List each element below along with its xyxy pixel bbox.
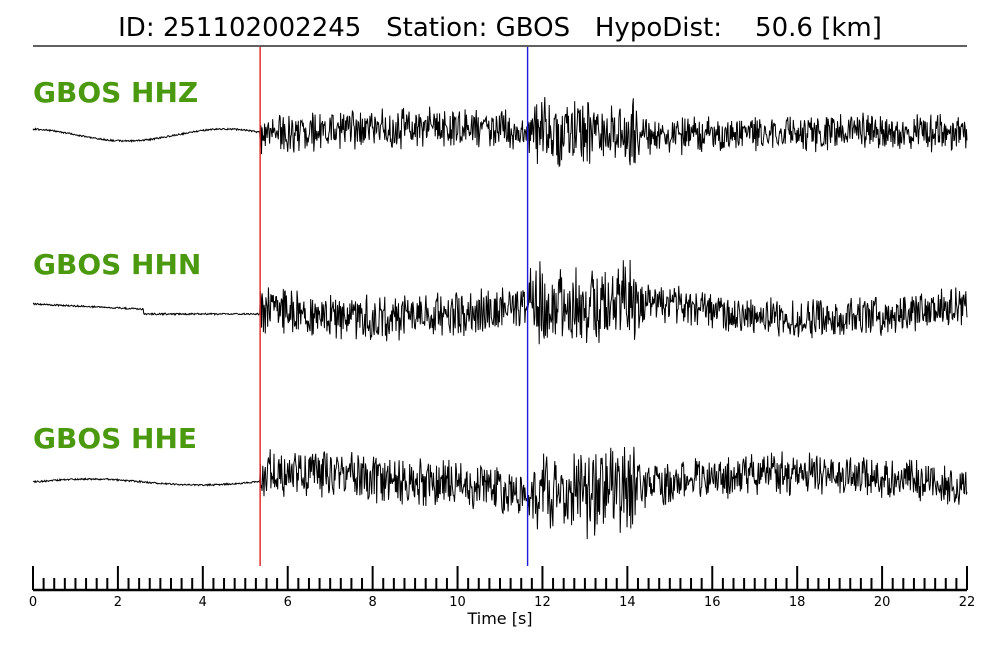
trace-line-2 bbox=[32, 259, 968, 345]
x-tick-label: 20 bbox=[874, 595, 891, 610]
trace-label-1: GBOS HHZ bbox=[33, 76, 198, 109]
x-axis-label: Time [s] bbox=[466, 609, 532, 628]
picks-group bbox=[259, 47, 529, 566]
x-tick-label: 18 bbox=[789, 595, 806, 610]
traces-group bbox=[32, 96, 968, 540]
x-tick-label: 4 bbox=[199, 595, 207, 610]
trace-line-1 bbox=[32, 96, 968, 168]
x-tick-label: 2 bbox=[114, 595, 122, 610]
trace-labels-group: GBOS HHZ GBOS HHN GBOS HHE bbox=[33, 76, 201, 455]
x-tick-label: 16 bbox=[704, 595, 721, 610]
trace-label-3: GBOS HHE bbox=[33, 422, 197, 455]
x-tick-label: 12 bbox=[534, 595, 551, 610]
trace-line-3 bbox=[32, 446, 968, 540]
figure-title: ID: 251102002245 Station: GBOS HypoDist:… bbox=[118, 13, 882, 43]
x-tick-label: 6 bbox=[284, 595, 292, 610]
x-tick-label: 14 bbox=[619, 595, 636, 610]
x-tick-label: 22 bbox=[959, 595, 976, 610]
trace-label-2: GBOS HHN bbox=[33, 248, 201, 281]
x-tick-label: 10 bbox=[449, 595, 466, 610]
x-tick-label: 8 bbox=[368, 595, 376, 610]
time-axis: 0 2 4 6 8 10 12 14 16 18 20 22 bbox=[29, 566, 975, 610]
x-tick-label: 0 bbox=[29, 595, 37, 610]
